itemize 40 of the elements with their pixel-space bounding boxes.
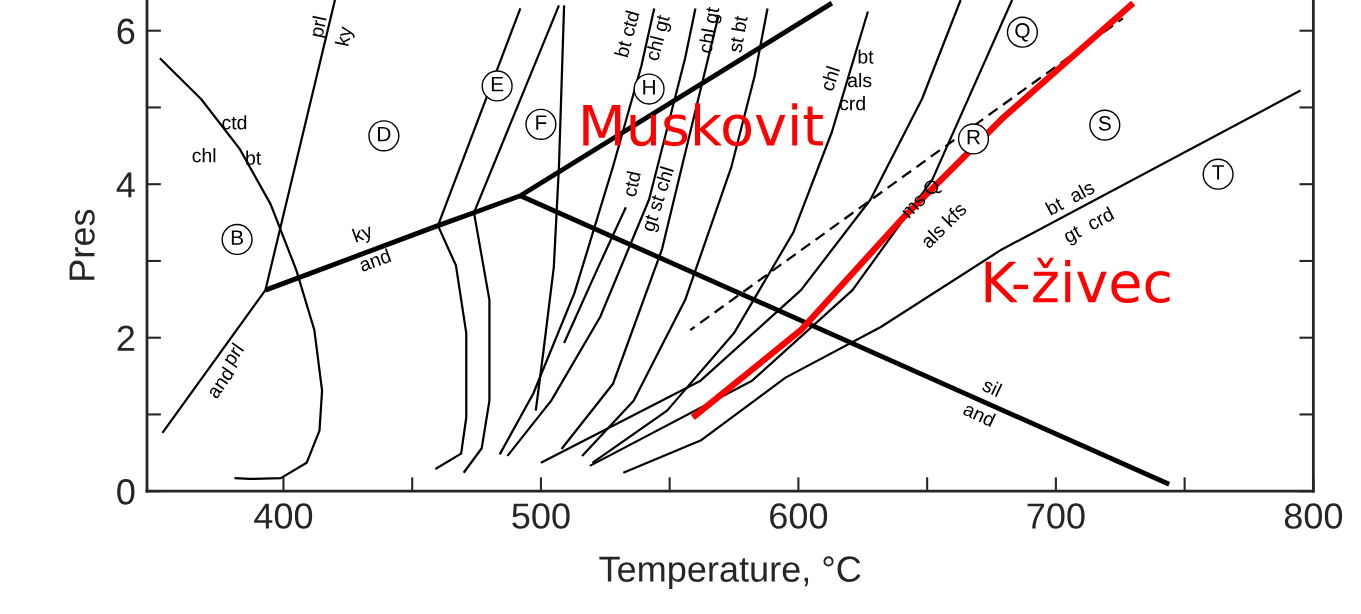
annotation: T bbox=[1212, 165, 1224, 180]
annotation: chl bbox=[192, 148, 216, 163]
annotation: H bbox=[643, 80, 655, 95]
y-tick-label: 2 bbox=[117, 325, 135, 351]
annotation: bt als bbox=[1044, 179, 1096, 216]
annotation: and bbox=[205, 366, 235, 400]
annotation: crd bbox=[839, 96, 865, 111]
annotation: E bbox=[491, 77, 504, 92]
annotation: prl bbox=[308, 15, 331, 39]
y-tick-label: 4 bbox=[116, 172, 135, 198]
annotation: and bbox=[962, 401, 997, 428]
x-tick-label: 500 bbox=[512, 503, 570, 529]
annotation: bt bbox=[858, 49, 874, 64]
x-axis-title: Temperature, °C bbox=[599, 556, 861, 590]
annotation: ctd bbox=[621, 170, 641, 198]
x-tick-label: 800 bbox=[1284, 503, 1343, 529]
annotation: bt ctd bbox=[614, 10, 640, 58]
annotation: F bbox=[536, 115, 547, 130]
annotation: st bt bbox=[727, 14, 748, 53]
y-tick-label: 0 bbox=[117, 479, 135, 505]
annotation: K-živec bbox=[985, 257, 1170, 303]
annotation: chl gt bbox=[644, 13, 674, 63]
annotation: sil bbox=[981, 377, 1003, 398]
y-tick-label: 6 bbox=[117, 18, 135, 45]
annotation: ky bbox=[334, 25, 357, 47]
annotation: S bbox=[1098, 115, 1111, 131]
annotation: and bbox=[358, 248, 392, 272]
annotation: R bbox=[967, 129, 981, 145]
x-tick-label: 600 bbox=[770, 503, 828, 529]
annotation: chl bbox=[819, 65, 841, 92]
annotation: D bbox=[378, 126, 391, 142]
x-tick-label: 400 bbox=[254, 503, 313, 529]
annotation: gt st chl bbox=[640, 166, 678, 234]
annotation: ky bbox=[351, 222, 375, 247]
annotation: ctd bbox=[222, 115, 247, 130]
y-axis-title: Pres bbox=[69, 209, 95, 280]
annotation: Q bbox=[1015, 23, 1030, 42]
x-tick-label: 700 bbox=[1027, 503, 1085, 529]
annotation: B bbox=[231, 230, 243, 245]
annotation: als bbox=[848, 72, 872, 88]
